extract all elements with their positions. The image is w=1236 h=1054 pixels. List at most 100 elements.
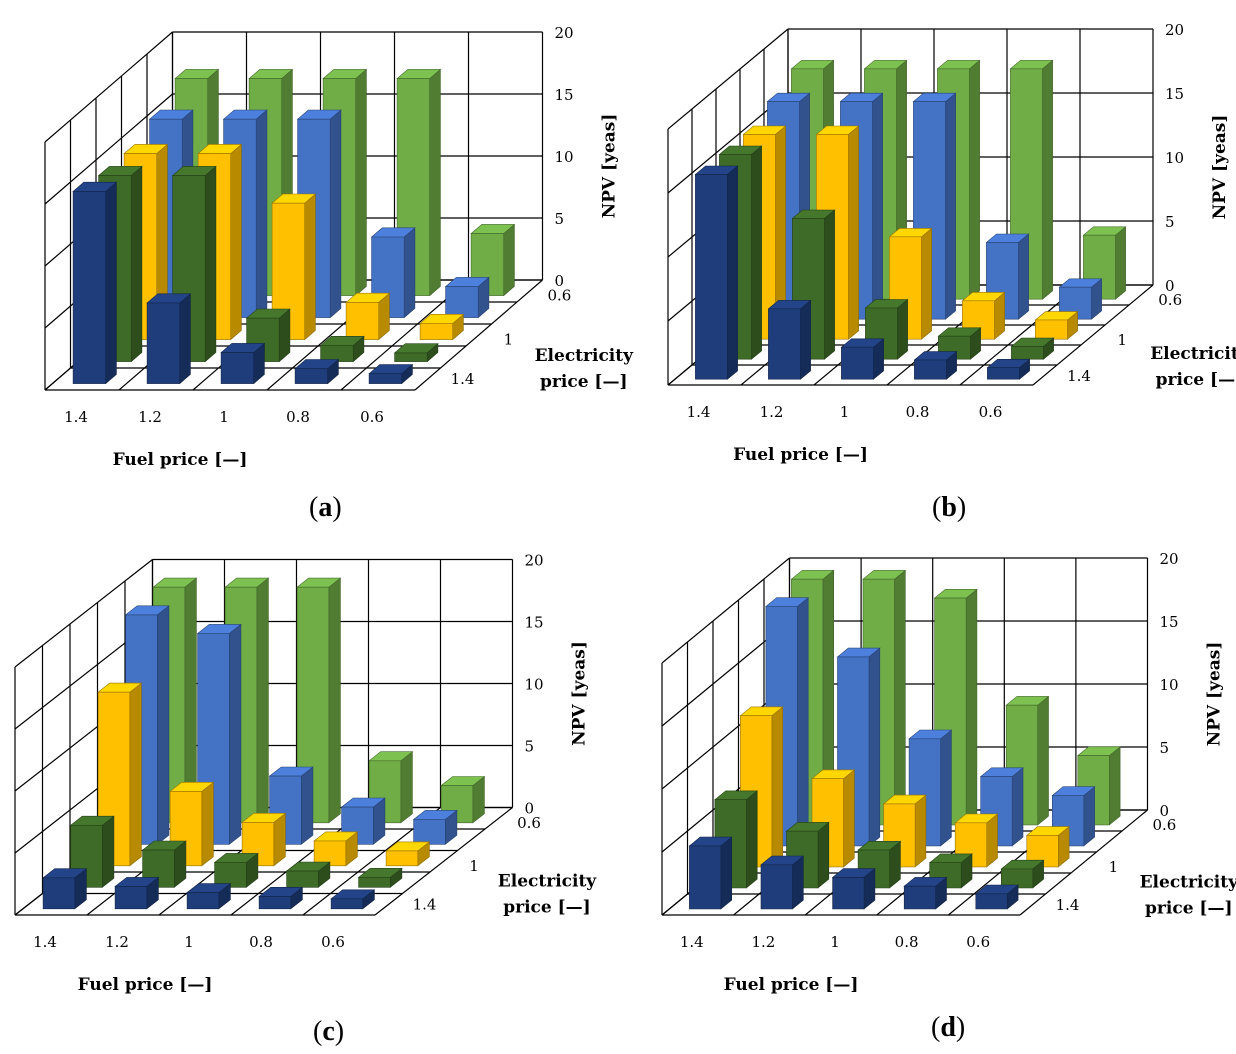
depth-axis-title: price [—] <box>1156 370 1236 390</box>
chart-panel-d: 1.4 1.2 1 0.8 0.6 Fuel price [—] 0.6 1 1.4 Electr… <box>661 550 1236 995</box>
y-tick-label: 20 <box>1160 550 1179 568</box>
x-tick-label: 1.2 <box>751 933 775 951</box>
chart-panel-c: 1.4 1.2 1 0.8 0.6 Fuel price [—] 0.6 1 1.4 Electr… <box>14 552 597 995</box>
bar-d-s1-x0.6 <box>1025 825 1070 868</box>
y-tick-label: 15 <box>525 614 544 632</box>
panel-label-c: (c) <box>313 1016 345 1047</box>
depth-tick-label: 1 <box>1117 331 1127 349</box>
x-axis-title: Fuel price [—] <box>78 975 213 995</box>
bar-c-s0.8-x0.6 <box>412 809 458 845</box>
y-tick-label: 20 <box>525 552 544 570</box>
bar-a-s1.2-x0.8 <box>319 335 365 363</box>
bar-c-s1.4-x1.2 <box>114 876 160 910</box>
depth-tick-label: 1 <box>1109 858 1119 876</box>
panel-label-b: (b) <box>932 492 967 523</box>
y-axis-title: NPV [yeas] <box>1210 115 1230 220</box>
bar-b-s0.8-x0.6 <box>1058 278 1103 320</box>
depth-tick-label: 0.6 <box>547 286 571 304</box>
bar-b-s1-x0.6 <box>1034 310 1079 340</box>
x-tick-label: 1 <box>830 933 840 951</box>
y-tick-label: 15 <box>1160 613 1179 631</box>
x-tick-label: 0.6 <box>360 408 384 426</box>
floor-gridline <box>374 807 513 916</box>
bar-d-s1.4-x1.4 <box>688 836 733 910</box>
x-tick-label: 0.8 <box>249 933 273 951</box>
depth-axis-title: Electricity <box>535 346 635 366</box>
bar-b-s1.4-x0.6 <box>986 358 1031 380</box>
bar-d-s1.2-x0.6 <box>1000 859 1045 889</box>
bar-a-s1-x0.6 <box>419 313 465 341</box>
bar-b-s1.4-x1.2 <box>767 299 812 380</box>
x-tick-label: 1.4 <box>33 933 57 951</box>
y-tick-label: 15 <box>555 86 574 104</box>
x-tick-label: 1.2 <box>105 933 129 951</box>
x-tick-label: 1.2 <box>760 403 784 421</box>
depth-axis-title: price [—] <box>1145 898 1232 918</box>
bar-c-s1.4-x0.8 <box>258 886 304 910</box>
x-tick-label: 0.8 <box>286 408 310 426</box>
depth-tick-label: 1 <box>504 330 514 348</box>
y-tick-label: 15 <box>1165 85 1184 103</box>
side-gridline <box>14 559 153 668</box>
bar-b-s1.4-x0.8 <box>913 350 958 380</box>
chart-panel-a: 1.4 1.2 1 0.8 0.6 Fuel price [—] 0.6 1 1.4 Electr… <box>44 24 635 470</box>
y-tick-label: 10 <box>1165 149 1184 167</box>
depth-tick-label: 0.6 <box>1158 291 1182 309</box>
y-axis-title: NPV [yeas] <box>1205 642 1225 747</box>
depth-tick-label: 1.4 <box>1067 367 1091 385</box>
side-gridline <box>44 93 173 205</box>
y-tick-label: 5 <box>1165 213 1175 231</box>
x-tick-label: 1.4 <box>687 403 711 421</box>
side-gridline <box>667 28 789 130</box>
x-tick-label: 0.6 <box>321 933 345 951</box>
y-tick-label: 10 <box>1160 676 1179 694</box>
bar-c-s1.4-x0.6 <box>330 889 376 910</box>
bar-a-s1.4-x0.6 <box>368 363 414 385</box>
depth-axis-title: Electricity <box>1150 344 1236 364</box>
depth-tick-label: 0.6 <box>517 814 541 832</box>
bar-c-s1-x0.6 <box>385 841 431 867</box>
bar-b-s1.4-x1 <box>840 338 885 380</box>
y-tick-label: 0 <box>525 800 535 818</box>
bar-d-s1.4-x0.6 <box>974 884 1019 910</box>
y-axis-title: NPV [yeas] <box>570 641 590 746</box>
y-tick-label: 5 <box>555 210 565 228</box>
bar-d-s1.4-x1.2 <box>760 855 805 910</box>
x-tick-label: 1 <box>184 933 194 951</box>
bar-b-s1.2-x1 <box>864 298 909 360</box>
y-tick-label: 5 <box>525 738 535 756</box>
depth-tick-label: 1.4 <box>413 896 437 914</box>
bar-d-s1-x0.8 <box>954 813 999 868</box>
bar-c-s0.6-x1 <box>296 577 342 824</box>
floor-gridline <box>1019 809 1148 916</box>
floor-gridline <box>414 279 543 391</box>
bar-c-s1.2-x0.6 <box>357 867 403 888</box>
depth-axis-title: Electricity <box>1140 872 1236 892</box>
x-axis-title: Fuel price [—] <box>113 450 248 470</box>
depth-tick-label: 0.6 <box>1152 816 1176 834</box>
bar-a-s1.2-x0.6 <box>393 343 439 363</box>
bar-c-s1.2-x0.8 <box>285 861 331 888</box>
y-tick-label: 5 <box>1160 739 1170 757</box>
x-tick-label: 1 <box>219 408 229 426</box>
y-tick-label: 10 <box>555 148 574 166</box>
panel-label-a: (a) <box>309 492 342 523</box>
x-tick-label: 0.6 <box>966 933 990 951</box>
bar-c-s1.2-x1 <box>213 852 259 888</box>
y-tick-label: 20 <box>1165 21 1184 39</box>
bar-a-s1.4-x1.4 <box>72 181 118 385</box>
bar-a-s1.4-x1.2 <box>146 293 192 385</box>
bar-a-s0.8-x0.6 <box>444 276 490 319</box>
y-tick-label: 20 <box>555 24 574 42</box>
bar-d-s1.4-x1 <box>831 867 876 910</box>
x-tick-label: 0.8 <box>906 403 930 421</box>
bar-b-s1.4-x1.4 <box>694 165 739 380</box>
chart-panel-b: 1.4 1.2 1 0.8 0.6 Fuel price [—] 0.6 1 1.4 Electr… <box>667 21 1236 465</box>
y-tick-label: 0 <box>555 272 565 290</box>
y-tick-label: 0 <box>1165 277 1175 295</box>
bar-b-s1.2-x0.6 <box>1010 337 1055 360</box>
x-axis-title: Fuel price [—] <box>724 975 859 995</box>
depth-tick-label: 1 <box>469 857 479 875</box>
bar-c-s1.4-x1 <box>186 882 232 910</box>
